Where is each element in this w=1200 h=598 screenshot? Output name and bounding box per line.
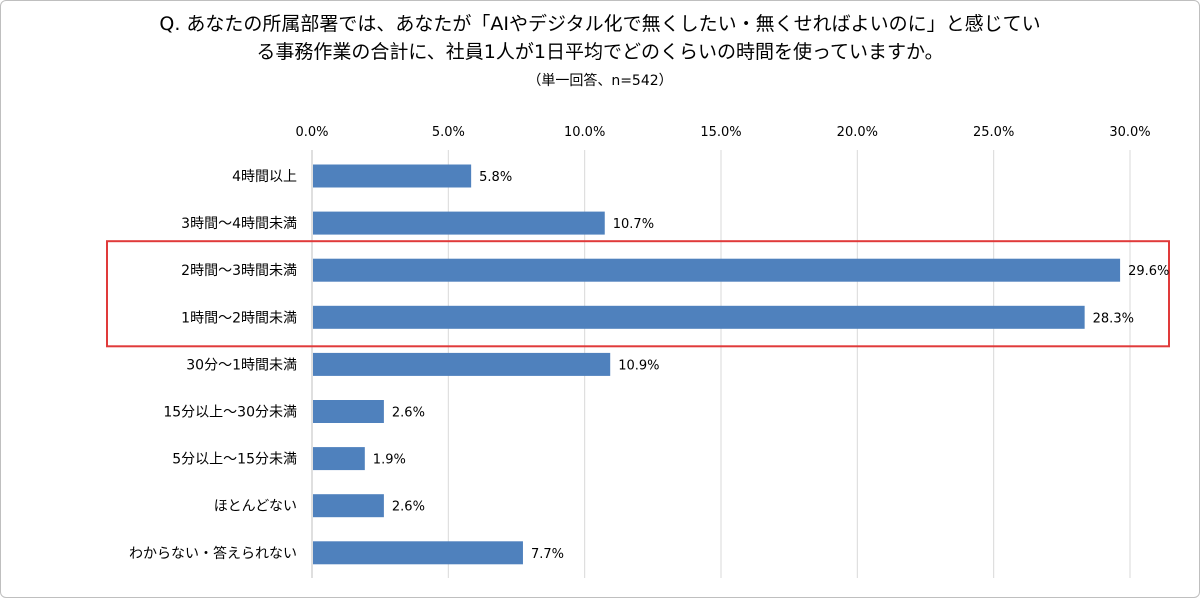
bar	[313, 447, 365, 471]
value-label: 2.6%	[392, 500, 425, 515]
x-tick-label: 5.0%	[432, 125, 465, 140]
bar	[313, 400, 384, 423]
chart-subtitle: （単一回答、n=542）	[527, 73, 673, 89]
category-label: 1時間～2時間未満	[181, 310, 297, 326]
bar	[313, 258, 1121, 282]
chart-title: Q. あなたの所属部署では、あなたが「AIやデジタル化で無くしたい・無くせればよ…	[0, 10, 1200, 66]
category-label: わからない・答えられない	[129, 545, 297, 562]
value-label: 1.9%	[373, 453, 406, 468]
value-label: 29.6%	[1128, 264, 1169, 279]
category-label: 30分～1時間未満	[186, 357, 297, 373]
bar	[313, 541, 523, 565]
category-label: 4時間以上	[232, 169, 297, 185]
title-line-1: Q. あなたの所属部署では、あなたが「AIやデジタル化で無くしたい・無くせればよ…	[159, 13, 1041, 35]
value-label: 28.3%	[1093, 311, 1134, 326]
category-label: 5分以上～15分未満	[172, 452, 297, 468]
category-label: 2時間～3時間未満	[181, 263, 297, 279]
x-tick-label: 20.0%	[837, 125, 878, 140]
value-label: 5.8%	[479, 170, 512, 185]
bar	[313, 352, 611, 376]
value-label: 7.7%	[531, 547, 564, 562]
bar	[313, 211, 605, 235]
title-line-2: る事務作業の合計に、社員1人が1日平均でどのくらいの時間を使っていますか。	[256, 41, 944, 63]
bar	[313, 164, 472, 188]
x-tick-label: 30.0%	[1109, 125, 1150, 140]
bar	[313, 305, 1085, 329]
bar	[313, 494, 384, 518]
value-label: 2.6%	[392, 406, 425, 421]
x-tick-label: 15.0%	[700, 125, 741, 140]
x-tick-label: 25.0%	[973, 125, 1014, 140]
category-label: ほとんどない	[214, 499, 297, 515]
highlight-box	[106, 240, 1170, 348]
x-tick-label: 10.0%	[564, 125, 605, 140]
value-label: 10.7%	[613, 217, 654, 232]
category-label: 3時間～4時間未満	[181, 216, 297, 232]
category-label: 15分以上～30分未満	[163, 405, 297, 421]
value-label: 10.9%	[618, 358, 659, 373]
x-tick-label: 0.0%	[295, 125, 328, 140]
